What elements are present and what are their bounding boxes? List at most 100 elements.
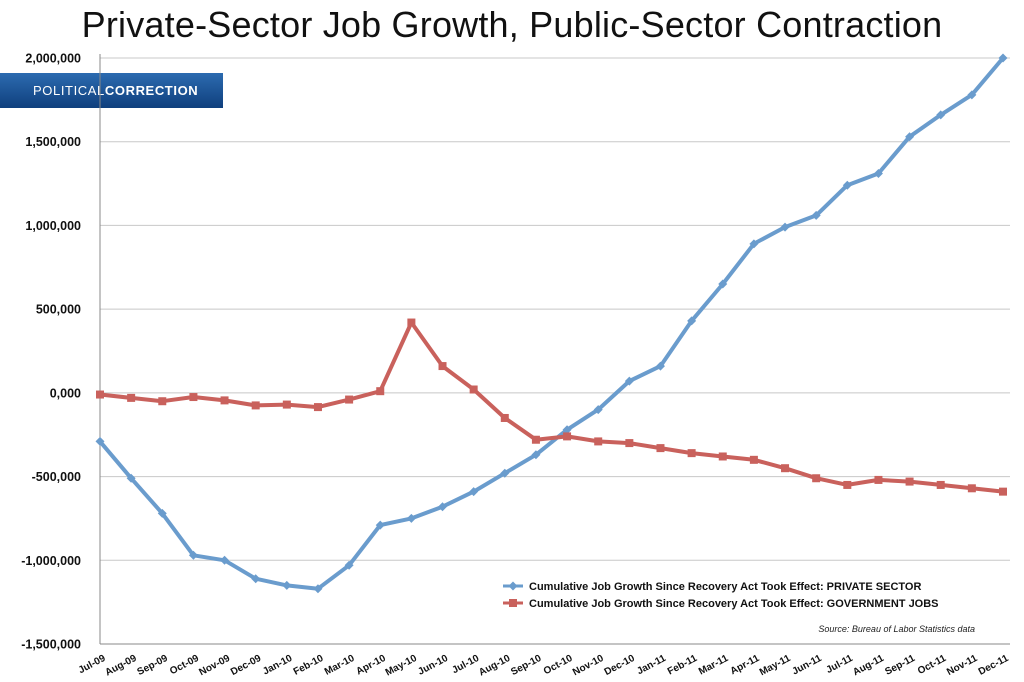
data-point — [874, 475, 883, 484]
data-point — [313, 584, 323, 594]
x-tick-label: Dec-09 — [229, 653, 264, 678]
data-point — [624, 376, 634, 386]
y-tick-label: -1,500,000 — [21, 638, 81, 652]
y-tick-label: -1,000,000 — [21, 554, 81, 568]
x-tick-label: Oct-09 — [168, 653, 201, 678]
x-tick-label: May-11 — [758, 653, 793, 679]
data-point — [999, 487, 1007, 496]
x-tick-label: May-10 — [384, 653, 419, 679]
legend-label: Cumulative Job Growth Since Recovery Act… — [529, 581, 921, 593]
legend: Cumulative Job Growth Since Recovery Act… — [503, 581, 939, 610]
data-point — [936, 480, 945, 489]
data-point — [189, 393, 198, 402]
data-point — [469, 487, 479, 497]
data-point — [438, 362, 447, 371]
data-point — [220, 555, 230, 565]
x-tick-label: Feb-11 — [666, 653, 700, 678]
data-point — [811, 210, 821, 220]
x-tick-label: Dec-10 — [603, 653, 638, 678]
data-point — [282, 580, 292, 590]
data-point — [749, 455, 758, 464]
x-tick-label: Jul-10 — [450, 653, 481, 676]
x-tick-label: Mar-10 — [323, 653, 357, 678]
x-tick-label: Jul-11 — [825, 653, 856, 676]
y-tick-label: -500,000 — [32, 470, 81, 484]
data-point — [95, 436, 105, 446]
axes — [99, 54, 1010, 645]
data-point — [127, 393, 136, 402]
x-tick-label: Oct-10 — [542, 653, 575, 678]
data-point — [500, 413, 509, 422]
data-point — [344, 560, 354, 570]
data-point — [812, 474, 821, 483]
data-point — [345, 395, 354, 404]
data-point — [531, 435, 540, 444]
y-axis-ticks: 2,000,000 1,500,000 1,000,000 500,000 0,000 -… — [21, 52, 81, 652]
data-point — [718, 279, 728, 289]
data-point — [998, 53, 1008, 63]
data-point — [905, 132, 915, 142]
data-point — [438, 502, 448, 512]
data-point — [407, 318, 416, 327]
data-point — [842, 180, 852, 190]
x-tick-label: Apr-11 — [729, 653, 762, 678]
data-point — [656, 444, 665, 453]
data-point — [375, 520, 385, 530]
data-point — [843, 480, 852, 489]
data-point — [936, 110, 946, 120]
data-point — [562, 425, 572, 435]
series-line-private — [98, 56, 1005, 591]
x-tick-label: Jun-10 — [416, 653, 450, 678]
brand-logo-part1: POLITICAL — [33, 83, 105, 98]
data-point — [251, 401, 260, 410]
legend-marker — [509, 599, 517, 607]
data-point — [500, 468, 510, 478]
x-tick-label: Feb-10 — [292, 653, 326, 678]
x-tick-label: Nov-10 — [571, 653, 606, 679]
x-tick-label: Jan-11 — [635, 653, 668, 678]
y-tick-label: 1,000,000 — [25, 219, 81, 233]
data-point — [625, 439, 634, 448]
x-tick-label: Mar-11 — [697, 653, 731, 678]
x-tick-label: Jul-09 — [77, 653, 108, 676]
legend-marker — [508, 581, 518, 591]
data-point — [313, 403, 322, 412]
data-point — [157, 508, 167, 518]
data-point — [655, 361, 665, 371]
x-tick-label: Apr-10 — [355, 653, 389, 678]
x-tick-label: Nov-09 — [197, 653, 232, 679]
x-tick-label: Nov-11 — [945, 653, 980, 678]
x-tick-label: Dec-11 — [977, 653, 1011, 678]
brand-logo-part2: CORRECTION — [104, 83, 199, 98]
series-line-government — [98, 320, 1005, 494]
chart-title: Private-Sector Job Growth, Public-Sector… — [81, 4, 943, 45]
x-tick-label: Oct-11 — [916, 653, 949, 677]
data-point — [469, 385, 478, 394]
y-tick-label: 0,000 — [50, 386, 81, 400]
data-point — [749, 239, 759, 249]
data-point — [96, 390, 104, 399]
data-point — [718, 452, 727, 461]
data-point — [376, 387, 385, 396]
y-tick-label: 2,000,000 — [25, 52, 81, 66]
data-point — [967, 90, 977, 100]
data-point — [251, 574, 261, 584]
data-point — [593, 405, 603, 415]
series-lines — [95, 53, 1008, 594]
x-tick-label: Aug-11 — [851, 653, 886, 679]
data-point — [158, 397, 167, 406]
x-tick-label: Jun-11 — [790, 653, 824, 678]
data-point — [282, 400, 291, 409]
x-axis-ticks: Jul-09Aug-09Sep-09Oct-09Nov-09Dec-09Jan-… — [77, 653, 1011, 679]
data-point — [967, 484, 976, 493]
data-point — [406, 513, 416, 523]
x-tick-label: Aug-09 — [103, 653, 138, 679]
data-point — [188, 550, 198, 560]
data-point — [687, 316, 697, 326]
data-point — [220, 396, 229, 405]
y-tick-label: 500,000 — [36, 303, 81, 317]
data-point — [780, 222, 790, 232]
data-point — [873, 169, 883, 179]
y-tick-label: 1,500,000 — [25, 135, 81, 149]
